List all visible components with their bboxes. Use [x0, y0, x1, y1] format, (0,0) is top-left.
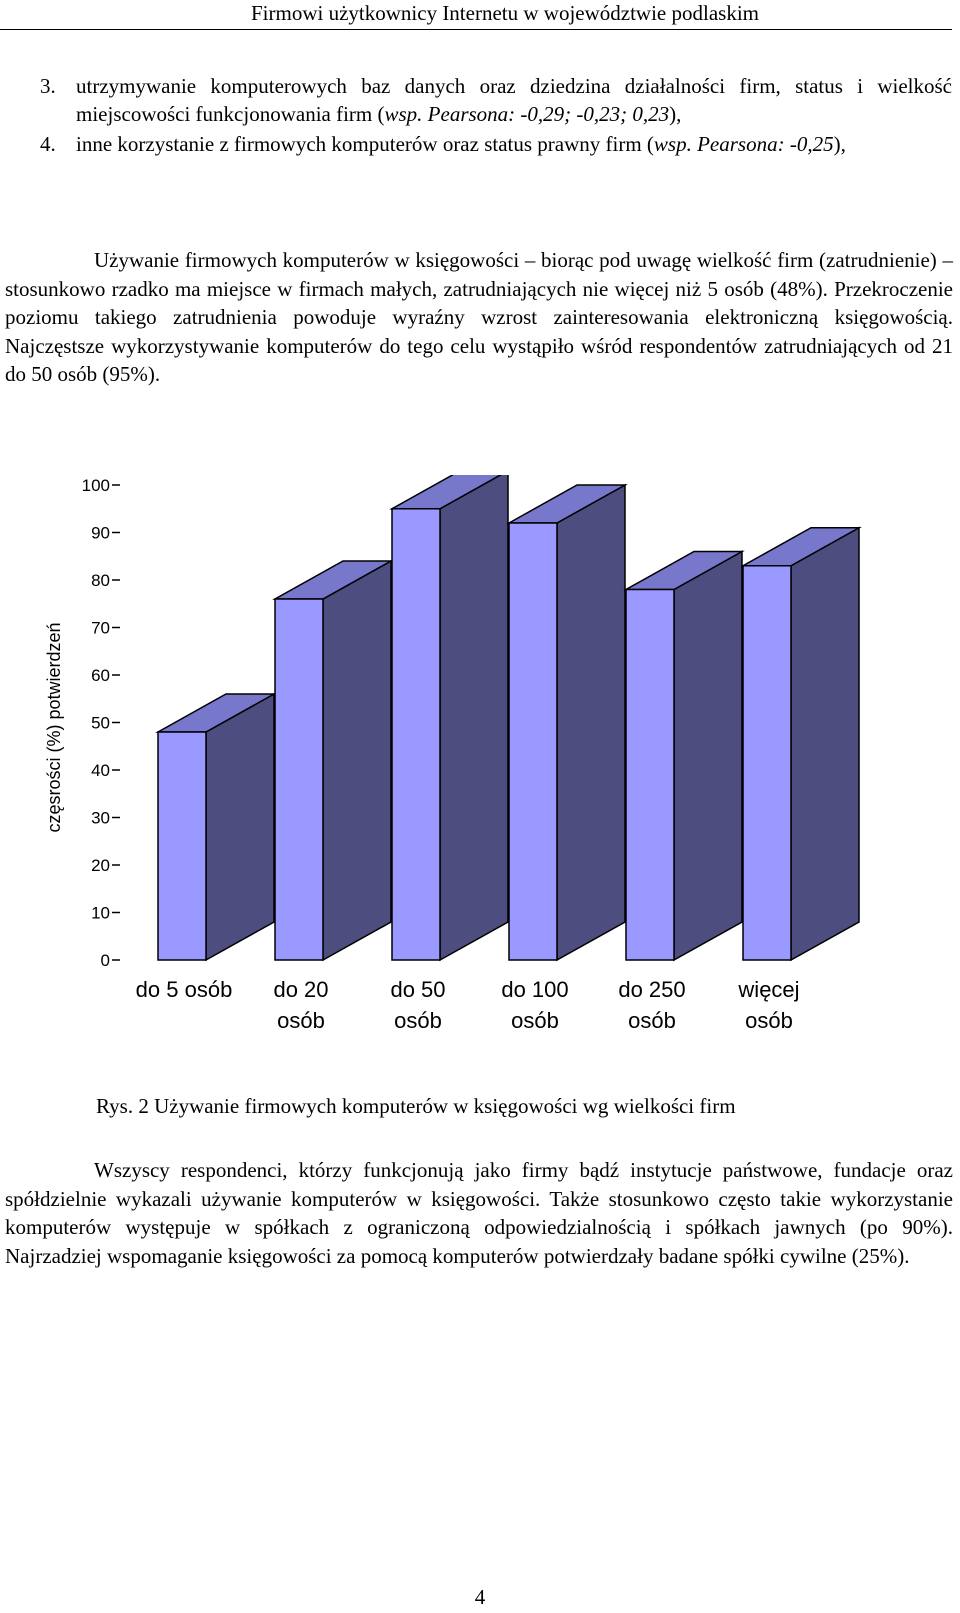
bar-front-face	[157, 731, 207, 961]
list-item-text: inne korzystanie z firmowych komputerów …	[76, 132, 654, 156]
x-category-label: do 50	[390, 977, 445, 1002]
list-item-end: ),	[833, 132, 846, 156]
running-header: Firmowi użytkownicy Internetu w wojewódz…	[0, 0, 952, 30]
bar	[623, 550, 745, 962]
y-tick-label: 50	[91, 714, 110, 733]
y-tick-label: 30	[91, 809, 110, 828]
x-category-label: do 250	[618, 977, 685, 1002]
bar-front-face	[391, 508, 441, 961]
running-title: Firmowi użytkownicy Internetu w wojewódz…	[251, 1, 759, 25]
list-item-italic: wsp. Pearsona: -0,25	[653, 132, 834, 156]
numbered-list: 3. utrzymywanie komputerowych baz danych…	[0, 72, 952, 160]
y-tick-label: 20	[91, 856, 110, 875]
bar-front-face	[742, 565, 792, 961]
bar-front-face	[274, 598, 324, 961]
bar-front-face	[508, 522, 558, 961]
x-category-label: do 100	[501, 977, 568, 1002]
list-item-italic: wsp. Pearsona: -0,29; -0,23; 0,23	[384, 102, 670, 126]
bar-side-face	[322, 559, 392, 962]
bar	[506, 483, 628, 962]
list-item: 3. utrzymywanie komputerowych baz danych…	[0, 72, 952, 128]
bar-side-face	[790, 526, 860, 962]
y-tick-label: 90	[91, 524, 110, 543]
x-category-label: do 20	[273, 977, 328, 1002]
y-tick-label: 0	[101, 951, 110, 970]
x-category-label: osób	[745, 1008, 793, 1033]
list-item-text: utrzymywanie komputerowych baz danych or…	[76, 74, 952, 126]
bar-side-face	[673, 550, 743, 962]
bar-side-face	[556, 483, 626, 962]
body-paragraph: Wszyscy respondenci, którzy funkcjonują …	[5, 1158, 953, 1268]
y-tick-label: 10	[91, 904, 110, 923]
bar-front-face	[625, 588, 675, 961]
x-category-label: osób	[628, 1008, 676, 1033]
bar-chart: 0 10 20 30 40 50 60 70 80 90 100 częsrości (%) potw…	[44, 475, 862, 1033]
x-category-label: do 5 osób	[136, 977, 233, 1002]
bar	[389, 475, 509, 962]
bar	[272, 559, 394, 962]
x-category-label: osób	[511, 1008, 559, 1033]
y-axis-label: częsrości (%) potwierdzeń	[44, 622, 64, 832]
x-category-label: więcej	[737, 977, 799, 1002]
bar	[155, 692, 277, 962]
y-tick-label: 70	[91, 619, 110, 638]
list-item-number: 3.	[40, 74, 56, 98]
y-tick-label: 100	[82, 476, 110, 495]
x-category-label: osób	[277, 1008, 325, 1033]
body-paragraph: Używanie firmowych komputerów w księgowo…	[5, 248, 953, 386]
list-item: 4. inne korzystanie z firmowych komputer…	[0, 130, 952, 158]
x-category-label: osób	[394, 1008, 442, 1033]
figure-caption: Rys. 2 Używanie firmowych komputerów w k…	[96, 1094, 736, 1118]
bar-side-face	[205, 692, 275, 962]
y-tick-label: 80	[91, 571, 110, 590]
page-number: 4	[474, 1585, 486, 1609]
list-item-number: 4.	[40, 132, 56, 156]
bar-side-face	[439, 475, 509, 962]
bar	[740, 526, 862, 962]
y-tick-label: 60	[91, 666, 110, 685]
y-tick-label: 40	[91, 761, 110, 780]
list-item-end: ),	[669, 102, 682, 126]
